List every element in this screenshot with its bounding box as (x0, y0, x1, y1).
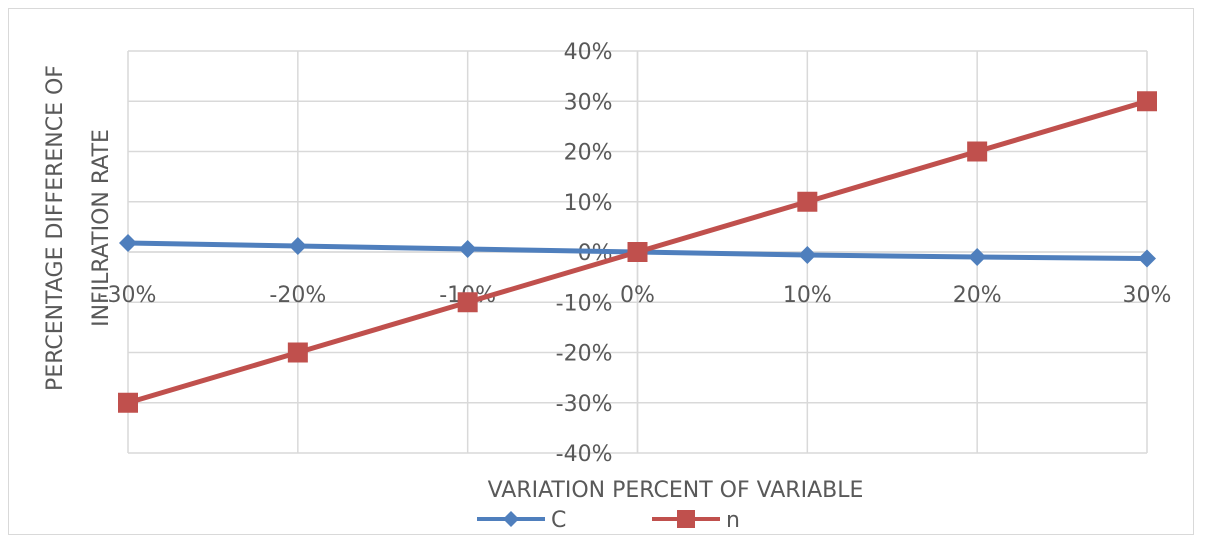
data-point-c (798, 246, 817, 265)
x-tick-label: 30% (1123, 283, 1172, 308)
legend-marker-n (677, 510, 695, 528)
legend-label-c: C (551, 508, 566, 533)
y-tick-label: -20% (556, 342, 613, 367)
data-point-n (287, 342, 308, 363)
y-tick-label: 40% (564, 40, 613, 65)
y-tick-label: -40% (556, 442, 613, 467)
data-point-c (119, 233, 137, 252)
y-tick-label: -30% (556, 392, 613, 417)
data-point-n (118, 392, 138, 413)
x-tick-label: -30% (100, 283, 157, 308)
data-point-n (967, 141, 988, 162)
y-axis-title-line-2: INFILRATION RATE (89, 129, 114, 327)
legend-item-n: n (652, 508, 740, 533)
x-tick-label: 0% (620, 283, 655, 308)
data-point-n (627, 242, 648, 262)
legend-item-c: C (477, 508, 566, 533)
y-tick-label: 10% (564, 191, 613, 216)
y-tick-label: 30% (564, 90, 613, 115)
data-point-n (797, 191, 818, 212)
legend-marker-c (503, 511, 519, 527)
x-tick-label: 20% (953, 283, 1002, 308)
x-tick-labels: -30%-20%-10%0%10%20%30% (100, 283, 1172, 308)
data-point-n (1137, 91, 1157, 112)
x-axis-title: VARIATION PERCENT OF VARIABLE (488, 478, 864, 503)
x-tick-label: -20% (269, 283, 326, 308)
legend-label-n: n (726, 508, 740, 533)
legend: C n (477, 508, 740, 533)
y-axis-title-line-1: PERCENTAGE DIFFERENCE OF (43, 65, 68, 391)
data-point-c (458, 239, 477, 258)
data-point-c (288, 236, 307, 255)
series-n (118, 91, 1157, 413)
series-layer (118, 91, 1157, 413)
data-point-c (1138, 249, 1156, 268)
y-tick-label: 20% (564, 141, 613, 166)
data-point-n (457, 292, 478, 313)
gridlines (127, 50, 1148, 454)
y-tick-labels: 40%30%20%10%0%-10%-20%-30%-40% (556, 40, 613, 467)
y-tick-label: -10% (556, 291, 613, 316)
x-tick-label: 10% (783, 283, 832, 308)
data-point-c (968, 248, 987, 267)
chart-frame (8, 8, 1194, 535)
y-axis-title: PERCENTAGE DIFFERENCE OF INFILRATION RAT… (43, 65, 114, 391)
